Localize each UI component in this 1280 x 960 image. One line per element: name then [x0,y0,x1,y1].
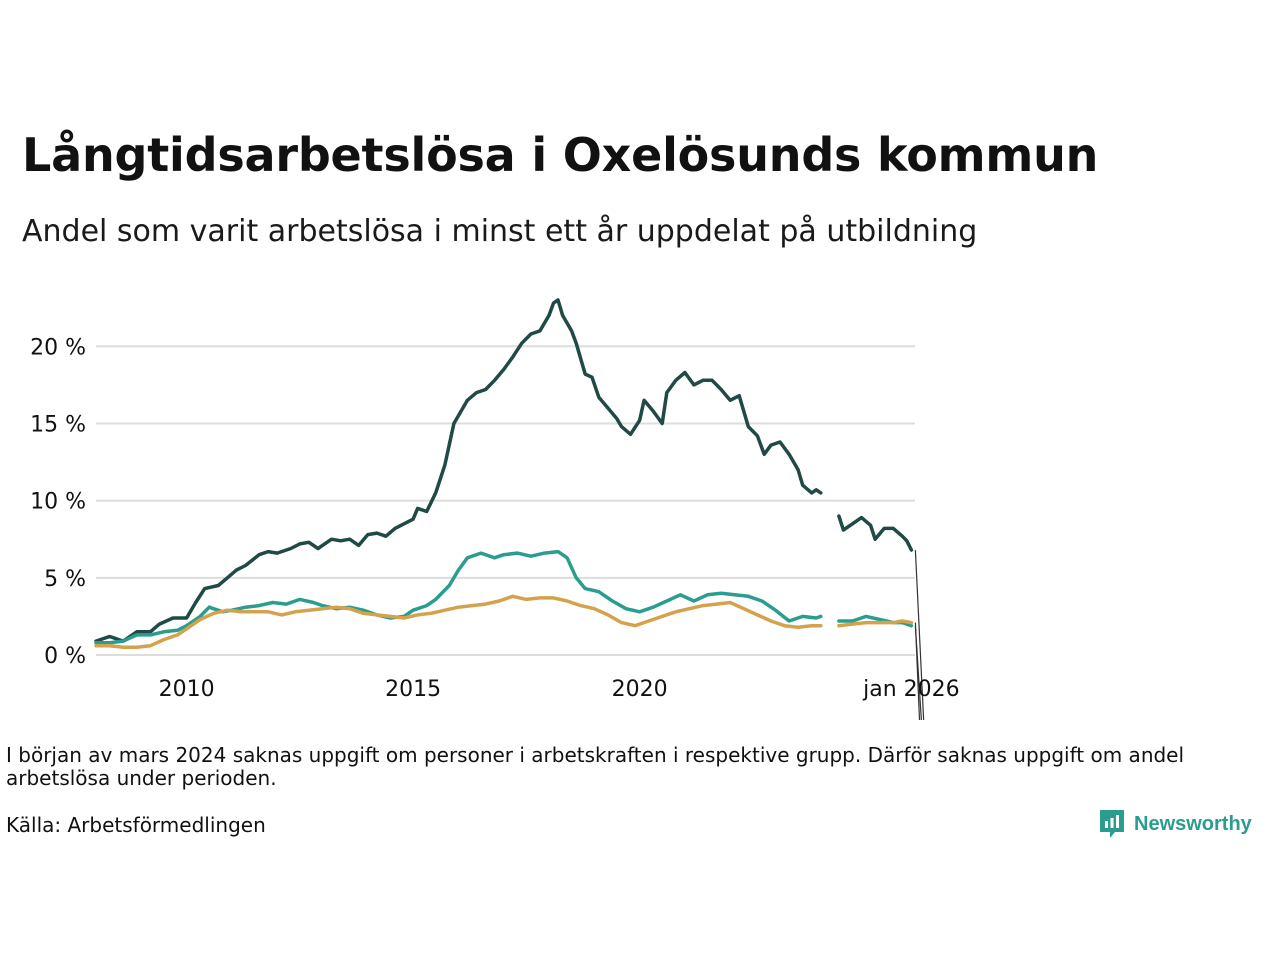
series-line-förgymnasial [94,298,823,643]
y-tick-label: 5 % [44,567,86,592]
x-tick-label: 2010 [159,677,215,702]
axis-ticks: 0 % 5 % 10 % 15 % 20 % 2010 2015 2020 jan 2026 [30,335,960,702]
x-tick-label: jan 2026 [862,677,960,702]
series-line-eftergymnasial [94,594,823,650]
source-credit: Källa: Arbetsförmedlingen [6,813,266,837]
label-leader-line [914,625,922,720]
series-line-gymnasial [94,549,823,645]
series-lines [94,298,914,650]
chart-title: Långtidsarbetslösa i Oxelösunds kommun [22,128,1099,182]
label-leader-line [914,550,925,720]
series-line-eftergymnasial [837,619,914,628]
x-tick-label: 2015 [385,677,441,702]
series-labels: Förgymnasial: 6,8 %Gymnasial: 2,1 %Efter… [914,550,925,720]
series-line-förgymnasial [837,514,914,552]
y-tick-label: 20 % [30,335,86,360]
y-tick-label: 15 % [30,412,86,437]
label-leader-line [914,622,921,720]
newsworthy-logo[interactable]: Newsworthy [1098,808,1252,840]
chart-subtitle: Andel som varit arbetslösa i minst ett å… [22,214,978,249]
footnote: I början av mars 2024 saknas uppgift om … [6,743,1185,790]
grid-lines [96,345,915,656]
brand-name: Newsworthy [1134,812,1252,835]
y-tick-label: 0 % [44,644,86,669]
line-chart: Förgymnasial: 6,8 %Gymnasial: 2,1 %Efter… [30,298,960,720]
y-tick-label: 10 % [30,490,86,515]
x-tick-label: 2020 [612,677,668,702]
newsworthy-logo-icon [1100,810,1124,838]
